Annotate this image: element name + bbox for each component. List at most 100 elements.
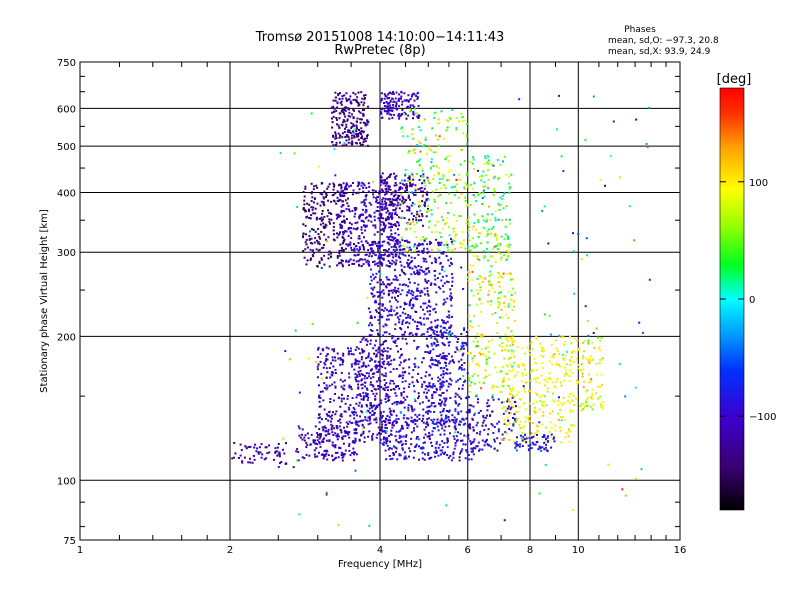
data-point xyxy=(355,245,358,248)
data-point xyxy=(452,435,455,438)
data-point xyxy=(247,461,250,464)
data-point xyxy=(562,170,565,172)
data-point xyxy=(503,438,506,441)
data-point xyxy=(449,295,452,298)
data-point xyxy=(487,399,490,402)
data-point xyxy=(353,136,356,139)
data-point xyxy=(410,416,413,419)
data-point xyxy=(428,209,431,212)
data-point xyxy=(388,447,391,449)
data-point xyxy=(360,201,363,204)
data-point xyxy=(389,440,391,443)
colorbar-tick-label: 0 xyxy=(749,295,755,306)
data-point xyxy=(360,133,363,135)
data-point xyxy=(378,213,381,216)
data-point xyxy=(480,302,483,305)
data-point xyxy=(486,154,489,157)
data-point xyxy=(424,138,427,141)
data-point xyxy=(392,424,395,427)
data-point xyxy=(413,273,416,275)
data-point xyxy=(231,457,234,460)
data-point xyxy=(426,287,429,290)
data-point xyxy=(595,327,598,330)
data-point xyxy=(550,446,553,449)
data-point xyxy=(470,447,473,450)
data-point xyxy=(380,99,383,101)
data-point xyxy=(429,457,432,460)
data-point xyxy=(398,430,400,433)
data-point xyxy=(433,451,436,454)
data-point xyxy=(374,395,377,398)
data-point xyxy=(486,233,489,236)
data-point xyxy=(341,97,344,100)
data-point xyxy=(332,222,335,225)
data-point xyxy=(360,219,363,222)
data-point xyxy=(552,399,555,402)
data-point xyxy=(487,155,490,158)
data-point xyxy=(423,239,426,242)
data-point xyxy=(386,235,389,238)
data-point xyxy=(371,410,374,412)
data-point xyxy=(336,232,338,235)
data-point xyxy=(434,326,437,329)
data-point xyxy=(422,176,425,178)
data-point xyxy=(476,421,479,424)
data-point xyxy=(457,338,460,341)
data-point xyxy=(386,250,389,253)
data-point xyxy=(462,239,465,242)
data-point xyxy=(414,423,417,426)
data-point xyxy=(328,439,331,442)
data-point xyxy=(390,289,393,292)
data-point xyxy=(361,419,364,422)
data-point xyxy=(476,277,479,280)
data-point xyxy=(358,215,361,218)
data-point xyxy=(440,384,443,386)
data-point xyxy=(305,453,308,456)
data-point xyxy=(401,371,404,374)
data-point xyxy=(461,346,464,349)
data-point xyxy=(491,424,494,427)
data-point xyxy=(326,458,329,461)
data-point xyxy=(394,323,397,326)
data-point xyxy=(420,385,423,388)
data-point xyxy=(335,144,338,146)
data-point xyxy=(354,209,357,212)
data-point xyxy=(385,442,388,445)
data-point xyxy=(327,428,330,431)
data-point xyxy=(332,445,335,448)
data-point xyxy=(472,194,475,196)
data-point xyxy=(395,385,398,388)
data-point xyxy=(424,184,427,187)
data-point xyxy=(433,422,436,425)
data-point xyxy=(407,259,410,261)
data-point xyxy=(383,389,386,392)
data-point xyxy=(529,379,532,382)
data-point xyxy=(339,191,341,194)
data-point xyxy=(442,391,445,394)
data-point xyxy=(364,258,366,261)
data-point xyxy=(418,126,421,128)
data-point xyxy=(600,403,602,406)
data-point xyxy=(320,440,323,443)
data-point xyxy=(453,227,456,230)
data-point xyxy=(472,244,474,247)
data-point xyxy=(443,433,446,436)
data-point xyxy=(437,429,440,432)
data-point xyxy=(243,456,246,459)
data-point xyxy=(391,380,394,382)
data-point xyxy=(541,423,544,426)
data-point xyxy=(364,198,367,201)
data-point xyxy=(302,250,305,252)
data-point xyxy=(437,355,440,358)
data-point xyxy=(542,414,545,417)
data-point xyxy=(465,331,468,333)
data-point xyxy=(363,199,366,202)
data-point xyxy=(394,242,397,245)
data-point xyxy=(416,160,418,163)
data-point xyxy=(372,385,375,388)
data-point xyxy=(322,218,324,221)
data-point xyxy=(357,242,360,244)
data-point xyxy=(485,346,488,349)
data-point xyxy=(345,432,348,434)
data-point xyxy=(365,403,368,406)
